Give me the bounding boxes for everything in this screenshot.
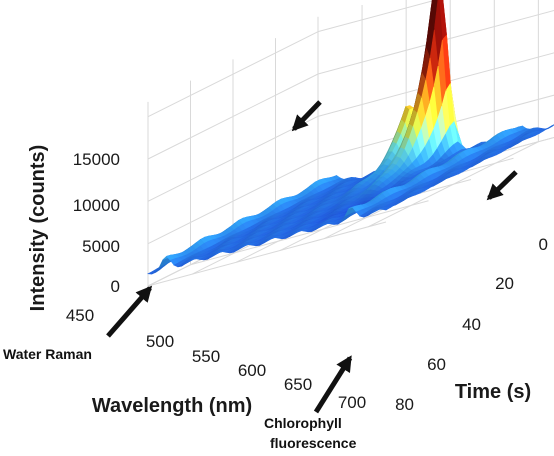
grid-line: [147, 73, 319, 160]
grid-line: [147, 31, 319, 118]
y-tick-label: 60: [427, 355, 446, 374]
grid-line: [190, 200, 429, 266]
y-axis-label: Time (s): [455, 381, 531, 403]
annotation-label: Chlorophyll: [264, 415, 342, 431]
grid-line: [147, 115, 319, 202]
y-tick-label: 80: [395, 395, 414, 414]
annotation-water-raman: Water Raman: [3, 285, 153, 362]
arrow-back-left: [291, 100, 322, 132]
x-tick-label: 550: [192, 347, 220, 366]
grid-line: [147, 221, 387, 287]
y-tick-label: 20: [495, 274, 514, 293]
grid-line: [147, 158, 319, 245]
z-tick-label: 15000: [73, 150, 120, 169]
x-tick-label: 500: [146, 332, 174, 351]
x-tick-label: 700: [338, 393, 366, 412]
z-axis-label: Intensity (counts): [27, 145, 49, 312]
z-tick-label: 0: [111, 277, 120, 296]
y-tick-label: 0: [539, 235, 548, 254]
x-tick-label: 650: [284, 375, 312, 394]
arrow-water-raman: [106, 285, 153, 338]
annotation-label: fluorescence: [270, 435, 357, 451]
annotation-label: Water Raman: [3, 346, 92, 362]
axes-grid: [147, 0, 554, 287]
annotation-chlorophyll: Chlorophyll fluorescence: [264, 355, 357, 451]
z-tick-label: 10000: [73, 196, 120, 215]
x-axis-label: Wavelength (nm): [92, 395, 252, 417]
surface-patch: [381, 207, 392, 211]
z-tick-label: 5000: [82, 237, 120, 256]
arrow-chlorophyll: [313, 355, 353, 414]
grid-line: [368, 141, 539, 228]
y-tick-label: 40: [462, 315, 481, 334]
tick-labels: 0 5000 10000 15000 450 500 550 600 650 7…: [66, 150, 548, 414]
arrow-back-right: [486, 170, 518, 201]
intensity-surface: [146, 0, 554, 275]
x-tick-label: 450: [66, 306, 94, 325]
x-tick-label: 600: [238, 361, 266, 380]
grid-line: [317, 0, 438, 33]
